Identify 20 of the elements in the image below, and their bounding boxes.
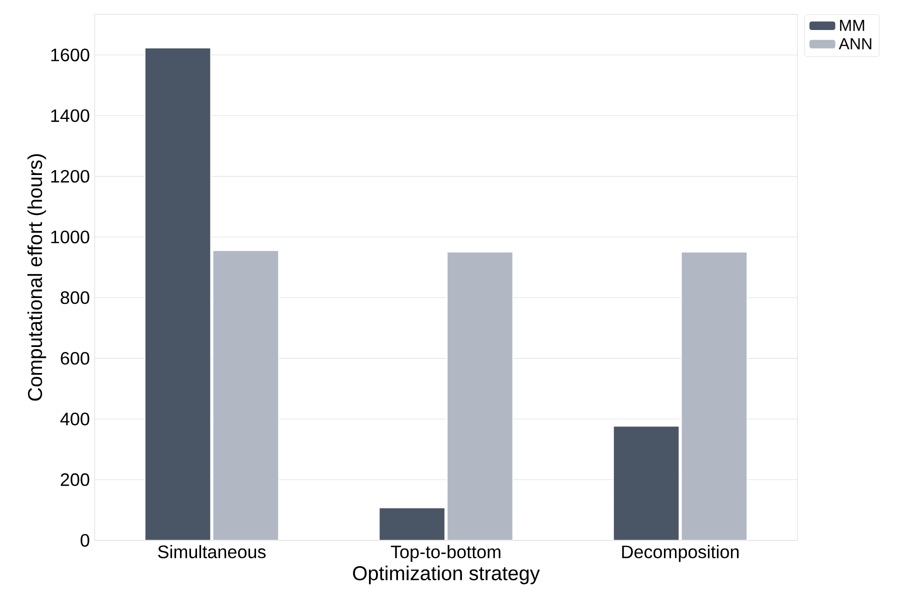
bar [378, 507, 446, 540]
legend-label: MM [840, 20, 864, 31]
y-tick-label: 0 [80, 534, 90, 547]
bar [681, 252, 748, 540]
x-tick-label: Top-to-bottom [390, 545, 500, 562]
y-tick-label: 200 [60, 473, 90, 486]
y-tick-label: 1000 [51, 230, 90, 244]
y-tick-label: 1200 [51, 170, 90, 183]
y-tick-label: 600 [60, 352, 90, 365]
y-tick-label: 1400 [51, 109, 90, 122]
x-axis-title: Optimization strategy [353, 566, 540, 584]
y-tick-label: 400 [60, 412, 90, 426]
y-tick-label: 800 [60, 291, 90, 304]
y-tick-label: 1600 [51, 48, 90, 62]
x-tick-label: Simultaneous [158, 545, 266, 558]
legend-label: ANN [838, 38, 872, 50]
x-tick-label: Decomposition [622, 545, 739, 562]
bar [212, 250, 279, 540]
bar [446, 252, 514, 540]
y-axis-title: Computational effort (hours) [27, 154, 46, 401]
